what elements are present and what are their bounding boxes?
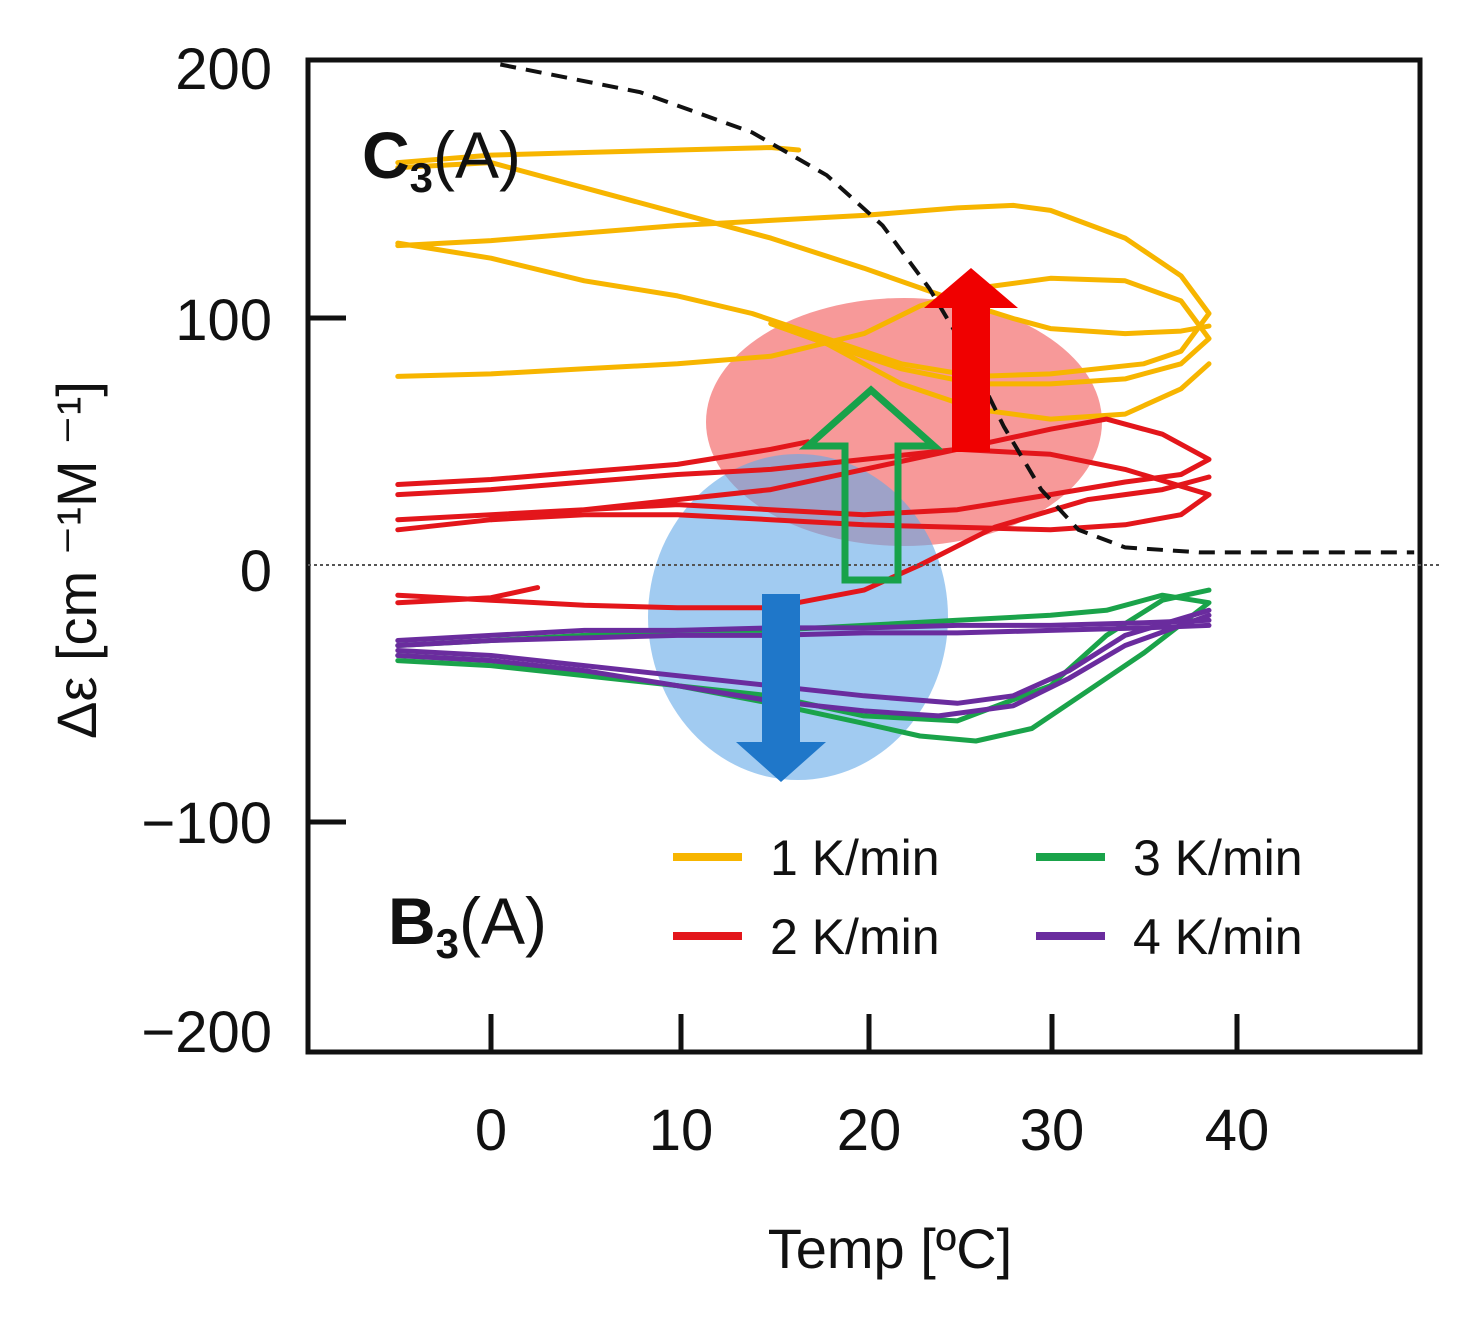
legend-label-1kmin: 1 K/min [770,830,940,886]
x-axis-title: Temp [ºC] [768,1217,1013,1280]
legend-label-2kmin: 2 K/min [770,909,940,965]
series-2-k-min-trace-4 [395,474,1212,611]
legend: 1 K/min 2 K/min 3 K/min 4 K/min [673,830,1303,965]
y-tick-label-0: 0 [240,539,272,604]
blue-down-arrow [736,594,826,782]
legend-label-4kmin: 4 K/min [1133,909,1303,965]
series-4-k-min-trace-1 [395,607,1212,706]
x-tick-label-0: 0 [475,1098,507,1163]
y-tick-label-100: 100 [175,288,272,353]
green-hollow-up-arrow [798,385,944,584]
series-2-k-min-trace-2 [395,446,1212,533]
series-4-k-min-trace-2 [395,612,1212,719]
state-label-b3a-main: B [388,884,436,958]
state-label-b3a-suffix: (A) [459,884,547,958]
series-2-k-min-trace-0 [395,439,811,487]
y-tick-label-neg100: −100 [141,791,272,856]
series-2-k-min-trace-1 [395,416,1212,533]
y-tick-label-200: 200 [175,37,272,102]
series-4-k-min-trace-0 [395,617,1212,643]
state-label-b3a: B3(A) [388,884,547,967]
state-label-b3a-sub: 3 [436,920,459,967]
series-4-k-min-trace-3 [395,622,1212,648]
series-1-k-min-trace-1 [395,160,1212,337]
state-label-c3a: C3(A) [362,118,521,201]
plot-frame [305,57,1423,1055]
legend-label-3kmin: 3 K/min [1133,830,1303,886]
series-1-k-min-trace-4 [768,321,1212,422]
red-up-arrow [924,268,1018,452]
y-tick-label-neg200: −200 [141,1000,272,1065]
x-tick-label-20: 20 [837,1098,902,1163]
x-tick-label-30: 30 [1020,1098,1085,1163]
state-label-c3a-main: C [362,118,410,192]
x-tick-label-40: 40 [1205,1098,1270,1163]
x-tick-label-10: 10 [649,1098,714,1163]
series-1-k-min-trace-2 [395,202,1212,379]
state-label-c3a-suffix: (A) [433,118,521,192]
y-axis-title: Δε [cm ⁻¹M ⁻¹] [45,381,108,739]
overlay-layer [308,62,1440,782]
dashed-curve [499,62,1415,555]
state-label-c3a-sub: 3 [410,154,433,201]
